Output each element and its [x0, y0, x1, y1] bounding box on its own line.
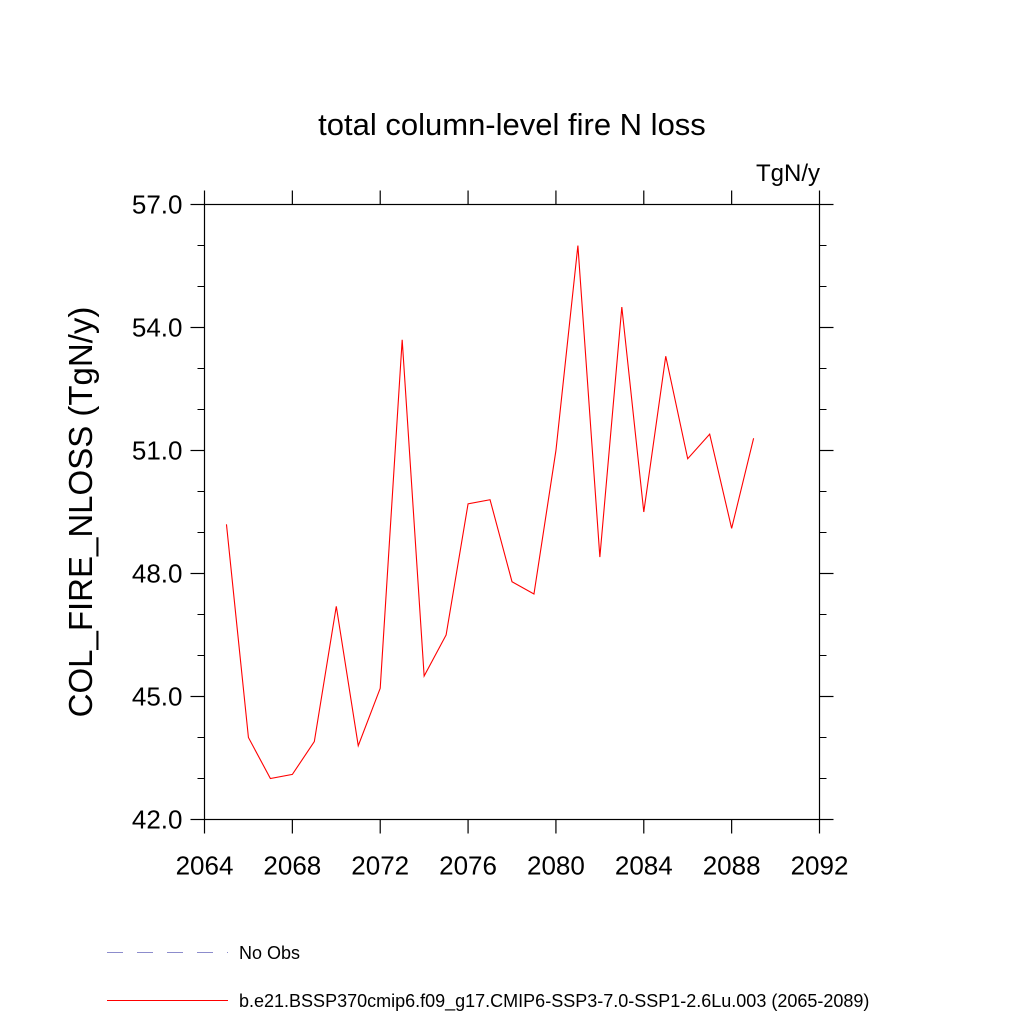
y-tick-label: 42.0 [132, 805, 183, 835]
y-axis-tick-labels: 42.0 45.0 48.0 51.0 54.0 57.0 [132, 190, 183, 835]
x-tick-label: 2076 [439, 851, 497, 881]
x-tick-label: 2064 [176, 851, 234, 881]
x-tick-label: 2072 [351, 851, 409, 881]
y-tick-label: 57.0 [132, 190, 183, 220]
x-tick-label: 2068 [263, 851, 321, 881]
legend-label: No Obs [239, 943, 300, 963]
x-tick-label: 2088 [703, 851, 761, 881]
y-tick-label: 54.0 [132, 313, 183, 343]
y-tick-label: 48.0 [132, 559, 183, 589]
x-axis-tick-labels: 2064 2068 2072 2076 2080 2084 2088 2092 [176, 851, 849, 881]
x-tick-label: 2092 [791, 851, 849, 881]
y-axis-label: COL_FIRE_NLOSS (TgN/y) [62, 307, 99, 718]
x-tick-label: 2084 [615, 851, 673, 881]
x-tick-label: 2080 [527, 851, 585, 881]
chart-title: total column-level fire N loss [318, 107, 706, 142]
y-axis-ticks [190, 203, 834, 821]
series-group [225, 245, 755, 780]
y-tick-label: 45.0 [132, 682, 183, 712]
plot-frame [203, 203, 821, 821]
units-label: TgN/y [756, 160, 820, 187]
series-line [225, 245, 755, 780]
x-axis-ticks [203, 190, 821, 834]
legend: No Obs b.e21.BSSP370cmip6.f09_g17.CMIP6-S… [107, 943, 869, 1012]
y-tick-label: 51.0 [132, 436, 183, 466]
legend-label: b.e21.BSSP370cmip6.f09_g17.CMIP6-SSP3-7.… [239, 991, 869, 1012]
